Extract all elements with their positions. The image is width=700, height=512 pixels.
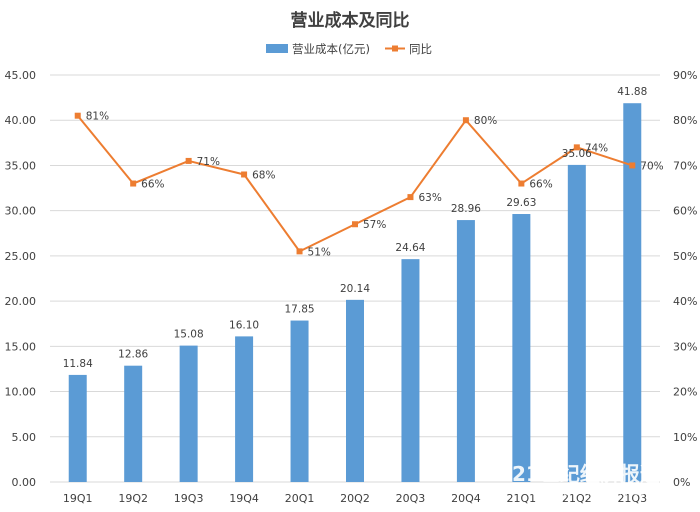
line-data-label: 68%	[252, 169, 275, 181]
y-left-tick-label: 20.00	[5, 295, 37, 308]
bar	[401, 259, 420, 482]
y-right-tick-label: 40%	[673, 295, 697, 308]
x-tick-label: 19Q3	[174, 492, 204, 505]
y-left-tick-label: 10.00	[5, 386, 37, 399]
x-tick-label: 20Q1	[285, 492, 315, 505]
y-right-tick-label: 50%	[673, 250, 697, 263]
bar	[235, 336, 254, 482]
bar-data-label: 17.85	[285, 304, 315, 316]
bar-data-label: 29.63	[506, 197, 536, 209]
line-data-label: 63%	[418, 192, 441, 204]
x-tick-label: 19Q1	[63, 492, 93, 505]
bar-data-label: 20.14	[340, 283, 370, 295]
line-data-label: 51%	[308, 246, 331, 258]
line-series	[74, 112, 636, 255]
watermark: 21世纪经济报道 21ST CENTURY BUSINESS HERALD	[512, 462, 683, 497]
y-left-tick-label: 30.00	[5, 205, 37, 218]
legend-line-marker	[392, 45, 398, 52]
data-labels: 11.84 12.86 15.08 16.10 17.85 20.14 24.64 28.96…	[63, 86, 664, 370]
x-tick-label: 21Q2	[562, 492, 592, 505]
y-left-tick-label: 45.00	[5, 69, 37, 82]
y-right-tick-label: 0%	[673, 476, 690, 489]
bar	[623, 103, 642, 483]
bar-series	[68, 103, 642, 483]
line-point	[629, 162, 636, 169]
bar	[567, 164, 586, 482]
y-right-tick-label: 10%	[673, 431, 697, 444]
line-point	[462, 117, 469, 124]
bar-data-label: 11.84	[63, 358, 93, 370]
line-data-label: 81%	[86, 111, 109, 123]
x-tick-label: 20Q4	[451, 492, 481, 505]
line-point	[296, 248, 303, 255]
line-point	[74, 112, 81, 119]
y-right-tick-label: 90%	[673, 69, 697, 82]
bar	[512, 214, 531, 482]
line-data-label: 74%	[585, 142, 608, 154]
y-left-tick-label: 25.00	[5, 250, 37, 263]
y-left-tick-label: 35.00	[5, 159, 37, 172]
x-tick-label: 19Q4	[229, 492, 259, 505]
line-point	[518, 180, 525, 187]
bar	[68, 374, 87, 482]
line-data-label: 66%	[529, 179, 552, 191]
chart-title: 营业成本及同比	[291, 10, 410, 31]
y-left-tick-label: 40.00	[5, 114, 37, 127]
legend-line-label: 同比	[409, 42, 432, 56]
y-right-tick-label: 20%	[673, 386, 697, 399]
y-right-tick-label: 70%	[673, 159, 697, 172]
line-data-label: 66%	[141, 179, 164, 191]
bar-data-label: 24.64	[395, 242, 425, 254]
legend: 营业成本(亿元) 同比	[266, 42, 432, 56]
line-point	[352, 221, 358, 228]
y-right-tick-label: 80%	[673, 114, 697, 127]
axes: 0.00 5.00 10.00 15.00 20.00 25.00 30.00 35.00 40…	[5, 69, 698, 505]
legend-bar-swatch	[266, 44, 288, 53]
bar-data-label: 12.86	[118, 349, 148, 361]
bar	[124, 365, 143, 482]
bar-data-label: 16.10	[229, 319, 259, 331]
bar-data-label: 35.06	[562, 148, 592, 160]
y-right-tick-label: 60%	[673, 205, 697, 218]
bar	[346, 299, 364, 482]
line-point	[407, 194, 414, 201]
bar	[290, 320, 309, 482]
x-tick-label: 21Q3	[617, 492, 647, 505]
line-point	[185, 157, 192, 164]
y-left-tick-label: 15.00	[5, 340, 37, 353]
watermark-title: 21世纪经济报道	[512, 462, 660, 486]
x-tick-label: 20Q3	[396, 492, 426, 505]
line-data-label: 80%	[474, 115, 497, 127]
bar-data-label: 15.08	[174, 329, 204, 341]
y-right-tick-label: 30%	[673, 340, 697, 353]
watermark-subtitle: 21ST CENTURY BUSINESS HERALD	[532, 488, 683, 497]
x-tick-label: 21Q1	[507, 492, 537, 505]
x-tick-label: 19Q2	[118, 492, 148, 505]
line-data-label: 57%	[363, 219, 386, 231]
line-point	[241, 171, 248, 178]
bar	[456, 220, 475, 483]
legend-bar-label: 营业成本(亿元)	[292, 42, 370, 56]
line-point	[130, 180, 137, 187]
line-point	[573, 144, 580, 151]
line-data-label: 70%	[640, 160, 663, 172]
bar	[179, 345, 198, 482]
x-tick-label: 20Q2	[340, 492, 370, 505]
bar-data-label: 28.96	[451, 203, 481, 215]
y-left-tick-label: 0.00	[12, 476, 37, 489]
bar-data-label: 41.88	[617, 86, 647, 98]
line-data-label: 71%	[197, 156, 220, 168]
y-left-tick-label: 5.00	[12, 431, 37, 444]
